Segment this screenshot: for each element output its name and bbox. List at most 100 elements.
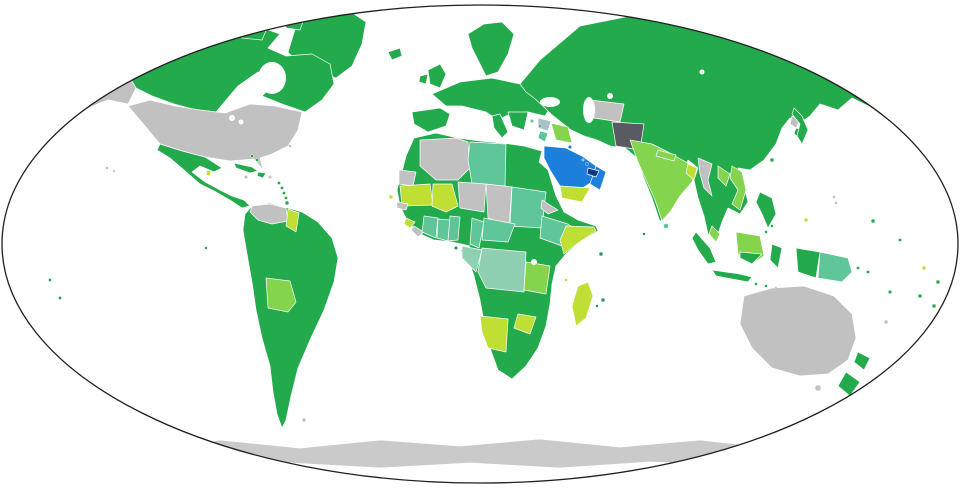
region-namibia <box>479 315 509 353</box>
region-mali <box>431 183 459 213</box>
region-algeria <box>419 137 471 181</box>
region-malaysia-peninsula <box>708 225 721 243</box>
caspian-sea <box>583 97 595 123</box>
region-venezuela <box>249 203 289 225</box>
region-vanuatu <box>888 290 893 295</box>
region-hawaii <box>105 166 109 170</box>
region-mexico-central-america <box>156 143 251 209</box>
region-jamaica <box>243 174 248 179</box>
region-kiribati <box>898 238 902 242</box>
region-sri-lanka <box>663 223 669 229</box>
region-java <box>711 269 753 283</box>
region-puerto-rico <box>268 175 272 179</box>
region-cook-islands <box>58 296 62 300</box>
region-myanmar <box>697 157 713 197</box>
region-lesser-antilles <box>280 186 284 190</box>
region-lesser-antilles <box>277 181 281 185</box>
region-south-america <box>242 202 339 429</box>
region-ireland <box>418 73 429 85</box>
region-somalia <box>559 225 597 255</box>
lake-victoria <box>531 259 537 265</box>
region-marshall-islands <box>870 218 876 224</box>
region-europe <box>431 77 553 121</box>
region-togo-benin <box>447 215 461 242</box>
region-lesser-sunda <box>764 284 768 288</box>
region-micronesia <box>834 201 838 205</box>
region-lesser-antilles <box>284 196 288 200</box>
region-scandinavia <box>467 21 515 77</box>
region-iceland <box>387 47 403 61</box>
region-trinidad-tobago <box>284 200 290 206</box>
region-sulawesi <box>769 243 783 269</box>
great-lakes <box>238 119 244 125</box>
region-sierra-leone <box>403 217 416 229</box>
region-bermuda <box>288 144 292 148</box>
region-saudi-arabia <box>543 145 597 193</box>
region-comoros <box>564 278 568 282</box>
region-iberia <box>411 107 451 133</box>
region-mauritania <box>399 183 434 207</box>
region-eritrea <box>540 199 559 215</box>
region-niger <box>457 181 487 213</box>
region-palau <box>803 217 809 223</box>
region-jordan <box>537 130 549 143</box>
lake-baikal <box>699 69 705 75</box>
region-hispaniola <box>256 171 267 179</box>
region-guam <box>832 195 836 199</box>
region-cyprus <box>530 119 534 123</box>
region-cape-verde <box>388 194 394 200</box>
region-cameroon <box>469 217 485 249</box>
region-galapagos <box>204 246 208 250</box>
region-taiwan <box>769 157 775 163</box>
region-west-papua <box>795 247 821 279</box>
region-belize <box>205 169 212 177</box>
region-vietnam <box>729 165 747 211</box>
region-new-zealand <box>853 351 871 371</box>
region-kalimantan <box>739 251 763 265</box>
region-seychelles <box>598 251 604 257</box>
region-cote-divoire <box>421 215 439 239</box>
region-laos <box>717 165 731 187</box>
region-samoa <box>935 279 941 285</box>
region-kuwait <box>568 144 573 149</box>
region-new-caledonia <box>883 319 889 325</box>
region-sumatra <box>691 231 717 265</box>
region-bolivia <box>265 277 297 313</box>
region-zimbabwe <box>513 313 537 335</box>
region-bahamas <box>255 158 259 162</box>
region-bahrain <box>581 158 585 162</box>
great-lakes <box>229 115 235 121</box>
black-sea <box>540 97 560 107</box>
region-india <box>629 139 697 222</box>
region-bangladesh <box>685 163 698 181</box>
region-yemen <box>559 185 591 203</box>
region-solomon-islands <box>866 270 870 274</box>
region-tanzania <box>523 261 551 295</box>
region-liberia <box>410 225 425 238</box>
region-gambia-guinea-bissau <box>396 201 409 211</box>
region-central-african-republic <box>481 217 516 243</box>
region-fiji <box>917 293 923 299</box>
region-tonga <box>931 303 937 309</box>
region-japan <box>791 107 809 145</box>
region-maldives <box>642 232 646 236</box>
region-italy <box>491 113 509 139</box>
region-sao-tome <box>454 245 459 250</box>
region-lesser-sunda <box>754 282 758 286</box>
aral-sea <box>607 93 613 99</box>
region-philippines <box>770 224 774 228</box>
region-uk <box>427 63 447 89</box>
region-iraq <box>550 122 573 144</box>
region-guyana <box>285 208 300 233</box>
region-western-sahara <box>398 169 417 187</box>
region-balkans <box>507 111 529 131</box>
region-solomon-islands <box>856 266 860 270</box>
region-qatar <box>585 162 589 166</box>
region-mauritius <box>600 297 606 303</box>
region-mauritius <box>595 304 599 308</box>
region-french-polynesia <box>48 278 52 282</box>
region-australia <box>739 285 857 377</box>
region-drc <box>477 247 527 293</box>
